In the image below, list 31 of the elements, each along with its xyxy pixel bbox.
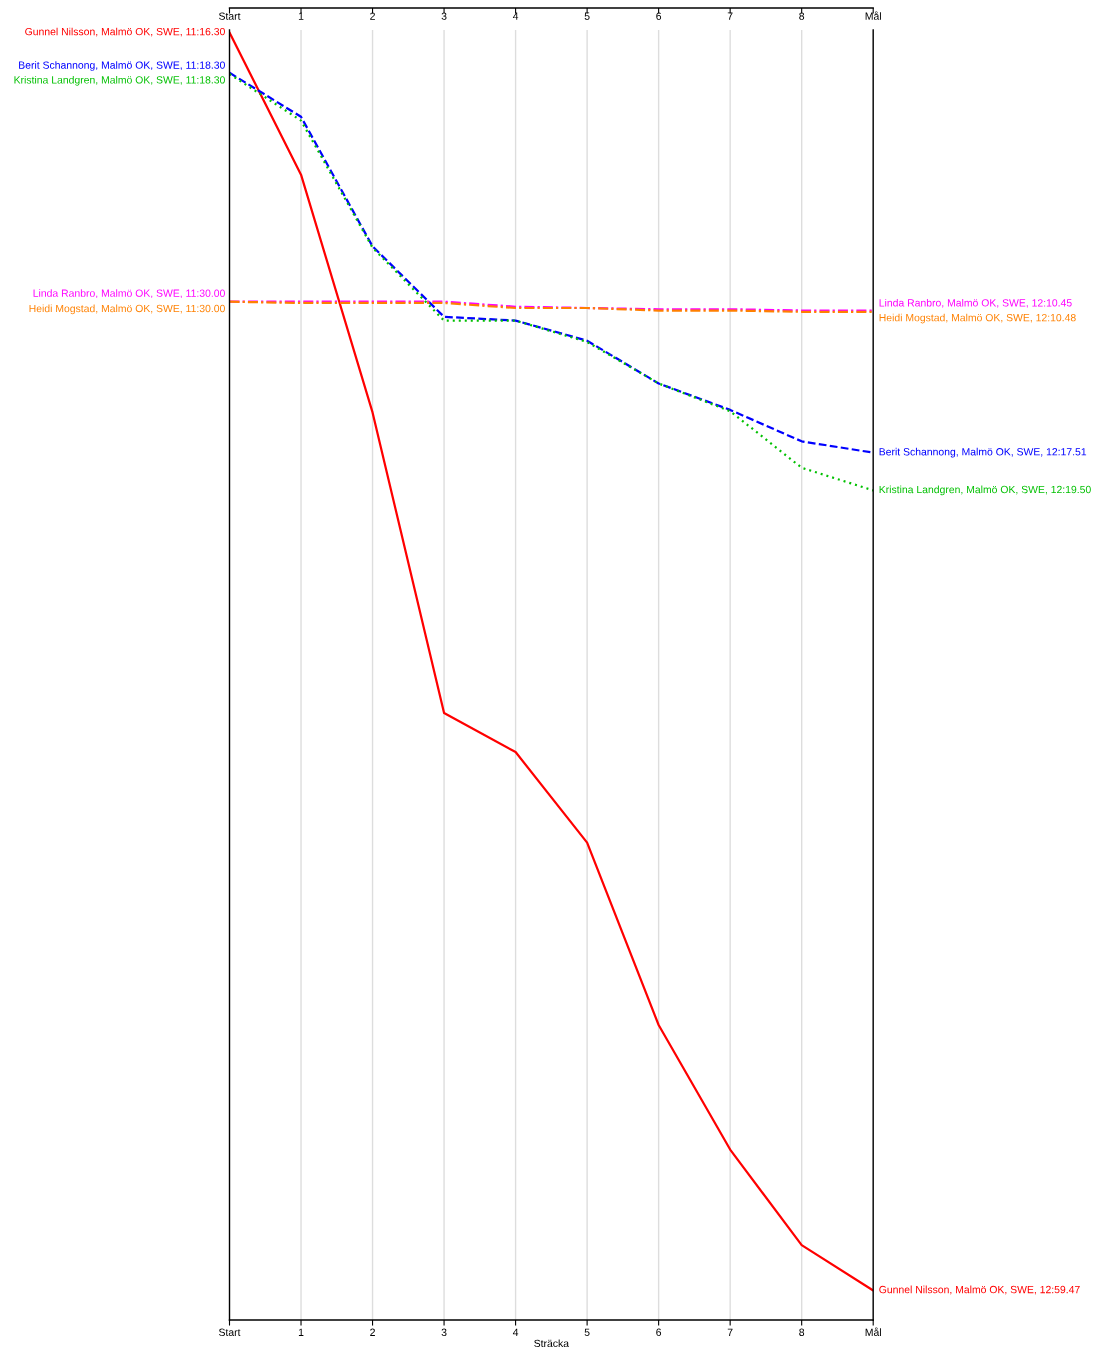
category-label: 3 — [441, 12, 447, 20]
category-label: 2 — [370, 12, 375, 20]
annotation: Linda Ranbro, Malmö OK, SWE, 12:10.45 — [879, 298, 1072, 308]
x-tick-label: 4 — [512, 1328, 519, 1336]
category-label: 1 — [298, 12, 304, 20]
annotation: Linda Ranbro, Malmö OK, SWE, 11:30.00 — [33, 289, 225, 299]
x-tick-label: Mål — [865, 1327, 881, 1336]
category-label: 5 — [584, 12, 590, 20]
annotation: Kristina Landgren, Malmö OK, SWE, 11:18.30 — [14, 75, 225, 86]
annotation: Heidi Mogstad, Malmö OK, SWE, 12:10.48 — [879, 313, 1076, 324]
annotation: Heidi Mogstad, Malmö OK, SWE, 11:30.00 — [29, 304, 225, 315]
category-label: 8 — [799, 12, 805, 20]
annotation: Berit Schannong, Malmö OK, SWE, 11:18.30 — [19, 61, 225, 71]
annotation: Berit Schannong, Malmö OK, SWE, 12:17.51 — [879, 447, 1087, 458]
x-tick-label: 2 — [370, 1328, 375, 1336]
x-axis-title: Sträcka — [534, 1339, 570, 1348]
annotation: Gunnel Nilsson, Malmö OK, SWE, 11:16.30 — [25, 27, 225, 37]
category-label: Mål — [865, 11, 881, 20]
x-tick-label: 1 — [298, 1328, 304, 1336]
x-tick-label: Start — [218, 1328, 241, 1336]
category-label: 6 — [656, 12, 662, 20]
x-tick-label: 7 — [727, 1328, 733, 1336]
annotation: Kristina Landgren, Malmö OK, SWE, 12:19.50 — [879, 485, 1091, 496]
x-tick-label: 3 — [441, 1328, 447, 1336]
x-tick-label: 5 — [584, 1328, 590, 1336]
x-tick-label: 8 — [799, 1328, 805, 1336]
x-tick-label: 6 — [656, 1328, 662, 1336]
category-label: 7 — [727, 12, 733, 20]
category-label: 4 — [512, 12, 519, 20]
annotation: Gunnel Nilsson, Malmö OK, SWE, 12:59.47 — [879, 1285, 1080, 1295]
category-label: Start — [218, 12, 241, 20]
